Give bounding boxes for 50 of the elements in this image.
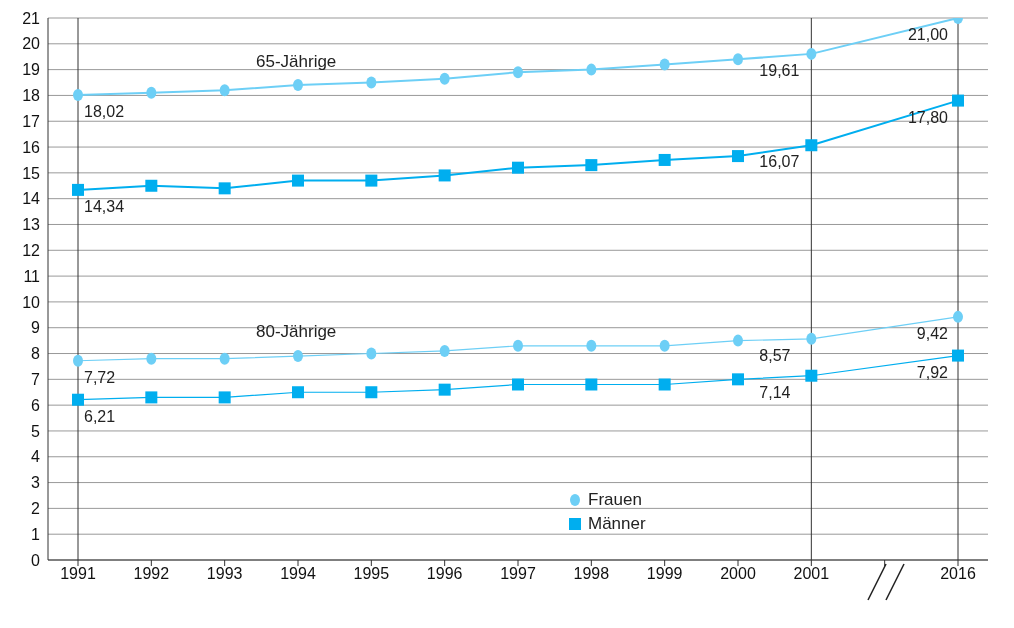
y-tick-label: 10 [22, 293, 41, 311]
x-tick-label: 1996 [426, 565, 463, 583]
data-label: 21,00 [907, 26, 949, 43]
y-tick-label: 16 [22, 138, 41, 156]
x-tick-label: 2016 [940, 565, 976, 583]
y-tick-label: 1 [31, 525, 41, 543]
data-label: 8,57 [759, 346, 791, 364]
data-label: 7,14 [759, 383, 791, 401]
y-tick-label: 17 [22, 112, 41, 130]
data-label: 19,61 [759, 61, 800, 79]
y-tick-label: 11 [23, 267, 41, 285]
data-label: 17,80 [907, 108, 949, 126]
x-tick-label: 1998 [573, 565, 610, 583]
legend-label: Frauen [588, 490, 642, 510]
x-tick-label: 2000 [720, 565, 756, 583]
y-tick-label: 0 [31, 551, 41, 569]
data-label: 9,42 [916, 324, 949, 342]
legend-label: Männer [588, 514, 646, 534]
x-tick-label: 1994 [280, 565, 316, 583]
x-tick-label: 1991 [60, 565, 96, 583]
y-tick-label: 21 [22, 9, 41, 27]
y-tick-label: 20 [22, 35, 41, 53]
data-label: 16,07 [759, 153, 800, 171]
x-tick-label: 1993 [206, 565, 243, 583]
y-tick-label: 7 [31, 371, 41, 389]
y-tick-label: 4 [31, 448, 41, 466]
y-tick-label: 6 [31, 396, 41, 414]
y-tick-label: 9 [31, 319, 41, 337]
y-tick-label: 14 [22, 190, 41, 208]
x-tick-label: 1995 [353, 565, 390, 583]
y-tick-label: 5 [31, 422, 41, 440]
x-tick-label: 1992 [133, 565, 170, 583]
x-tick-label: 2001 [793, 565, 830, 583]
y-tick-label: 12 [22, 241, 41, 259]
y-tick-label: 19 [22, 61, 41, 79]
y-tick-label: 18 [22, 87, 41, 105]
y-tick-label: 13 [22, 216, 41, 234]
data-label: 14,34 [84, 197, 125, 215]
y-tick-label: 2 [31, 500, 41, 518]
y-tick-label: 8 [31, 345, 41, 363]
data-label: 7,72 [84, 368, 116, 386]
data-label: 6,21 [84, 407, 116, 425]
y-tick-label: 15 [22, 164, 41, 182]
x-tick-label: 1997 [500, 565, 536, 583]
annotation: 65-Jährige [256, 52, 337, 72]
y-tick-label: 3 [31, 474, 41, 492]
annotation: 80-Jährige [256, 322, 337, 342]
data-label: 18,02 [84, 102, 125, 120]
data-label: 7,92 [916, 363, 949, 381]
x-tick-label: 1999 [646, 565, 683, 583]
